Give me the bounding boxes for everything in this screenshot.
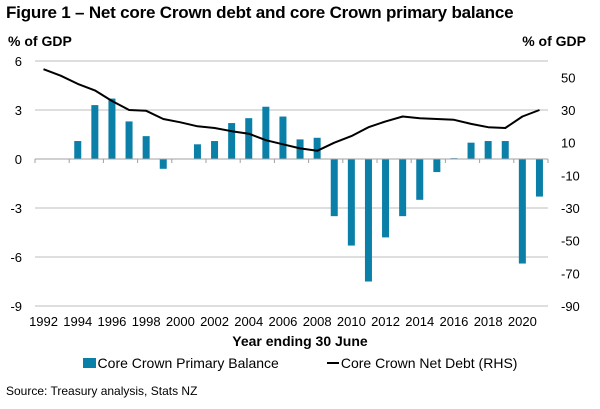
x-tick-label: 1996 <box>97 314 126 329</box>
left-y-tick-label: -3 <box>10 201 22 216</box>
right-y-tick-label: -10 <box>561 168 580 183</box>
x-tick-label: 2008 <box>303 314 332 329</box>
bar <box>399 159 407 217</box>
left-y-tick-label: 6 <box>15 54 22 69</box>
right-y-tick-label: -50 <box>561 234 580 249</box>
right-y-tick-labels: 50 30 10 -10 -30 -50 -70 -90 <box>561 70 580 314</box>
legend-swatch-line <box>326 362 339 364</box>
bar <box>245 118 253 159</box>
left-axis-unit-label: % of GDP <box>8 33 72 49</box>
right-y-tick-label: 30 <box>561 103 575 118</box>
bar <box>416 159 424 200</box>
bar <box>279 116 287 159</box>
net-debt-line <box>43 68 540 152</box>
bar <box>262 106 270 159</box>
right-y-tick-label: -70 <box>561 266 580 281</box>
legend: Core Crown Primary Balance Core Crown Ne… <box>0 355 600 371</box>
legend-item-primary-balance: Core Crown Primary Balance <box>82 355 279 371</box>
bar <box>125 121 133 159</box>
bar <box>313 137 321 159</box>
right-y-tick-label: -30 <box>561 201 580 216</box>
bar <box>159 159 167 169</box>
x-axis <box>34 158 549 163</box>
bar <box>91 105 99 159</box>
line-series-net-debt <box>43 68 540 152</box>
bar <box>347 159 355 246</box>
chart-title: Figure 1 – Net core Crown debt and core … <box>6 3 514 22</box>
right-axis-unit-label: % of GDP <box>522 33 586 49</box>
x-axis-title: Year ending 30 June <box>232 333 368 349</box>
source-note: Source: Treasury analysis, Stats NZ <box>6 384 198 398</box>
x-tick-label: 2004 <box>234 314 263 329</box>
x-tick-label: 2014 <box>405 314 434 329</box>
bar <box>74 141 82 159</box>
bar <box>364 159 372 282</box>
x-tick-label: 2000 <box>166 314 195 329</box>
left-y-tick-label: -9 <box>10 299 22 314</box>
legend-swatch-bar <box>82 358 96 368</box>
bar <box>108 98 116 159</box>
x-tick-label: 1992 <box>29 314 58 329</box>
x-tick-label: 2020 <box>508 314 537 329</box>
left-y-tick-label: -6 <box>10 250 22 265</box>
left-y-tick-label: 0 <box>15 152 22 167</box>
bar <box>142 136 150 159</box>
right-y-tick-label: -90 <box>561 299 580 314</box>
left-y-tick-label: 3 <box>15 103 22 118</box>
bar <box>193 144 201 159</box>
legend-label: Core Crown Net Debt (RHS) <box>340 355 518 371</box>
x-tick-label: 2010 <box>337 314 366 329</box>
bar <box>484 141 492 159</box>
bar <box>330 159 338 217</box>
right-y-tick-label: 10 <box>561 136 575 151</box>
bar <box>228 123 236 159</box>
x-tick-label: 1994 <box>63 314 92 329</box>
bar <box>433 159 441 173</box>
x-tick-label: 2018 <box>474 314 503 329</box>
x-tick-label: 2012 <box>371 314 400 329</box>
legend-label: Core Crown Primary Balance <box>97 355 279 371</box>
x-tick-labels: 1992 1994 1996 1998 2000 2002 2004 2006 2008 2010… <box>29 314 537 329</box>
legend-item-net-debt: Core Crown Net Debt (RHS) <box>326 355 518 371</box>
x-tick-label: 2016 <box>439 314 468 329</box>
bar-series-primary-balance <box>74 98 543 282</box>
bar <box>535 159 543 197</box>
x-tick-label: 2006 <box>268 314 297 329</box>
x-tick-label: 1998 <box>132 314 161 329</box>
right-y-tick-label: 50 <box>561 70 575 85</box>
gridlines <box>35 60 548 307</box>
bar <box>501 141 509 159</box>
x-tick-label: 2002 <box>200 314 229 329</box>
bar <box>467 142 475 159</box>
bar <box>518 159 526 264</box>
left-y-tick-labels: 6 3 0 -3 -6 -9 <box>10 54 22 314</box>
bar <box>211 141 219 159</box>
bar <box>382 159 390 238</box>
